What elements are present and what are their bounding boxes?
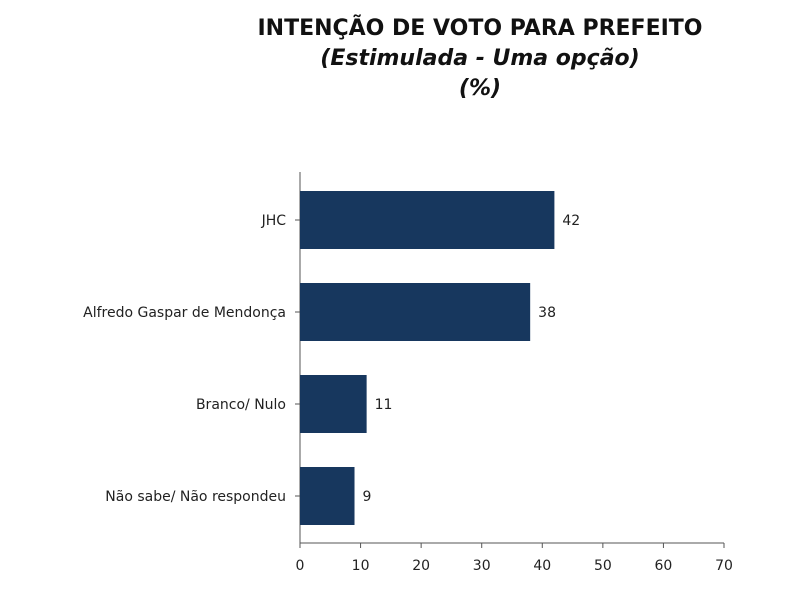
category-label: Alfredo Gaspar de Mendonça	[83, 305, 286, 321]
x-tick-label: 30	[473, 558, 491, 574]
x-tick-label: 0	[296, 558, 305, 574]
bar	[300, 375, 367, 433]
bar	[300, 283, 531, 341]
category-label: JHC	[261, 213, 287, 229]
x-tick-label: 60	[655, 558, 673, 574]
value-label: 9	[363, 489, 372, 505]
bar	[300, 467, 355, 525]
bar	[300, 191, 555, 249]
chart-unit: (%)	[458, 76, 502, 101]
x-tick-label: 70	[715, 558, 733, 574]
category-label: Não sabe/ Não respondeu	[105, 489, 286, 505]
chart-title: INTENÇÃO DE VOTO PARA PREFEITO	[257, 16, 703, 41]
category-label: Branco/ Nulo	[196, 397, 286, 413]
value-label: 38	[538, 305, 556, 321]
x-tick-label: 20	[412, 558, 430, 574]
x-tick-label: 40	[533, 558, 551, 574]
value-label: 42	[562, 213, 580, 229]
x-tick-label: 50	[594, 558, 612, 574]
value-label: 11	[375, 397, 393, 413]
chart-title-block: INTENÇÃO DE VOTO PARA PREFEITO (Estimula…	[0, 14, 800, 104]
chart-subtitle: (Estimulada - Uma opção)	[320, 46, 640, 71]
x-tick-label: 10	[352, 558, 370, 574]
